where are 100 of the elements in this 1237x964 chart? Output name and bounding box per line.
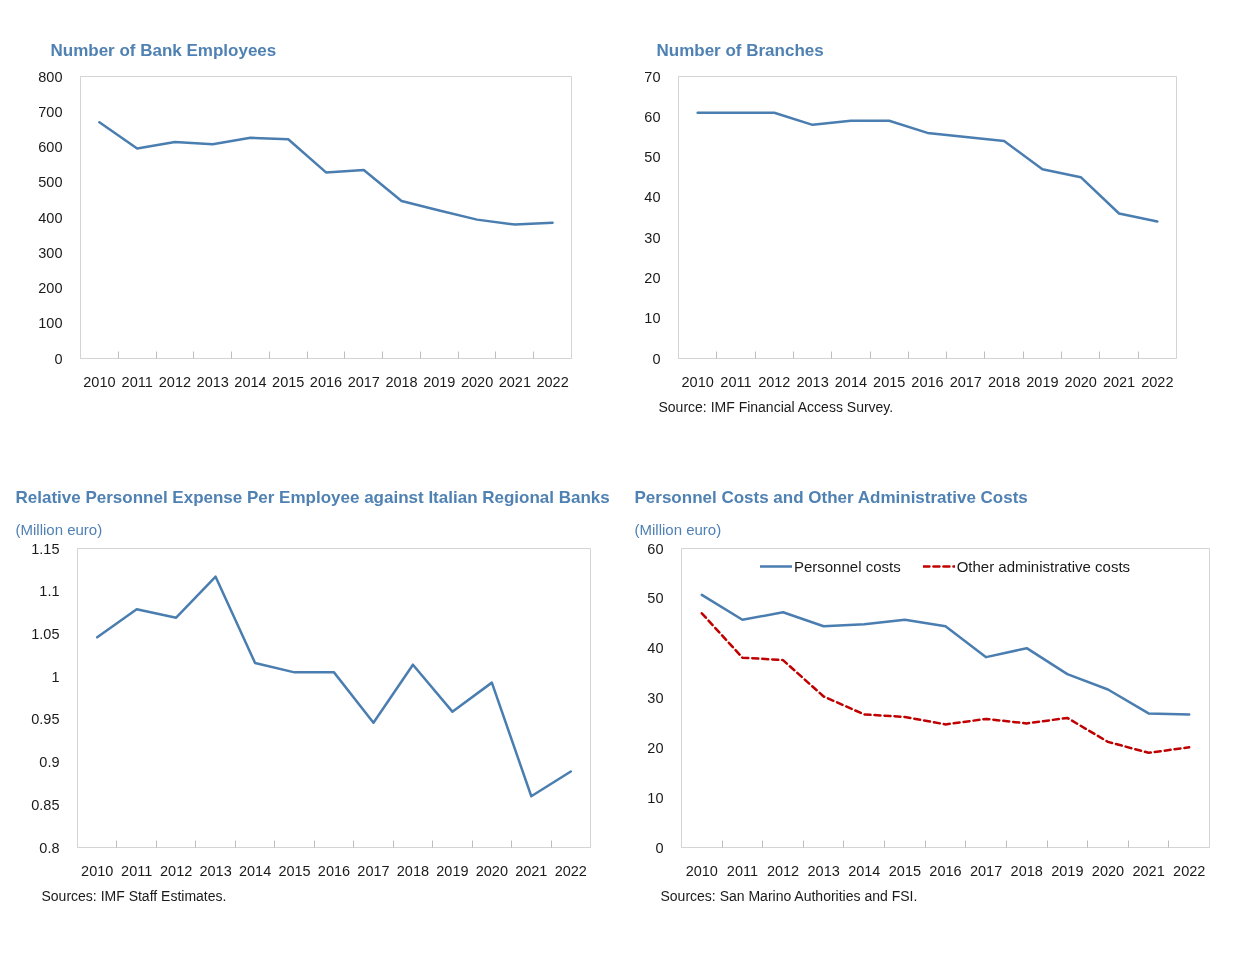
x-tick-label: 2021 [498, 373, 531, 390]
x-tick-label: 2012 [766, 862, 800, 879]
x-tick-label: 2021 [1102, 373, 1136, 390]
x-tick-label: 2019 [423, 373, 456, 390]
y-tick-label: 0 [652, 350, 661, 367]
x-tick-label: 2010 [685, 862, 718, 879]
y-tick-label: 0.95 [31, 711, 60, 728]
x-tick-label: 2010 [83, 373, 116, 390]
x-tick-label: 2013 [196, 373, 229, 390]
y-tick-label: 0 [655, 839, 664, 856]
legend-label: Other administrative costs [956, 557, 1131, 575]
x-tick-label: 2020 [1091, 862, 1125, 879]
line-series [98, 121, 554, 226]
line-series [696, 111, 1159, 223]
x-tick-label: 2012 [758, 373, 791, 390]
y-tick-label: 0.9 [39, 754, 60, 771]
x-tick-label: 2022 [1141, 373, 1174, 390]
x-tick-label: 2014 [834, 373, 868, 390]
x-tick-label: 2019 [1026, 373, 1059, 390]
chart-title: Number of Branches [656, 40, 824, 60]
x-tick-label: 2013 [807, 862, 840, 879]
y-tick-label: 70 [644, 68, 661, 85]
x-tick-label: 2012 [158, 373, 192, 390]
y-tick-label: 30 [644, 229, 661, 246]
y-tick-label: 1 [51, 668, 60, 685]
y-tick-label: 100 [38, 315, 63, 332]
chart-title: Relative Personnel Expense Per Employee against Italian Regional Banks [15, 487, 610, 507]
y-tick-label: 1.05 [31, 625, 60, 642]
x-tick-label: 2019 [1051, 862, 1084, 879]
x-tick-label: 2015 [873, 373, 906, 390]
x-tick-label: 2013 [199, 862, 232, 879]
x-tick-label: 2010 [681, 373, 714, 390]
y-tick-label: 700 [38, 103, 63, 120]
x-tick-label: 2022 [554, 862, 587, 879]
x-tick-label: 2019 [436, 862, 469, 879]
x-tick-label: 2022 [536, 373, 569, 390]
x-tick-label: 2021 [1132, 862, 1165, 879]
x-tick-label: 2016 [309, 373, 343, 390]
x-tick-label: 2017 [949, 373, 982, 390]
x-tick-label: 2013 [796, 373, 829, 390]
x-tick-label: 2011 [720, 373, 752, 390]
y-tick-label: 20 [647, 739, 664, 756]
y-tick-label: 0.85 [31, 796, 60, 813]
y-tick-label: 0.8 [39, 839, 60, 856]
x-tick-label: 2016 [317, 862, 351, 879]
x-tick-label: 2011 [121, 373, 153, 390]
y-tick-label: 300 [38, 244, 63, 261]
y-tick-label: 30 [647, 690, 664, 706]
x-tick-label: 2017 [347, 373, 380, 390]
x-tick-label: 2017 [357, 862, 390, 879]
x-tick-label: 2018 [987, 373, 1021, 390]
y-tick-label: 60 [647, 540, 664, 557]
x-tick-label: 2018 [396, 862, 430, 879]
x-tick-label: 2014 [848, 862, 881, 879]
x-tick-label: 2017 [969, 862, 1003, 879]
x-tick-label: 2020 [1064, 373, 1097, 390]
source-note: Source: IMF Financial Access Survey. [658, 398, 894, 415]
y-tick-label: 40 [647, 640, 664, 657]
y-tick-label: 40 [644, 189, 661, 206]
x-tick-label: 2020 [475, 862, 508, 879]
y-tick-label: 500 [38, 174, 63, 191]
chart-subtitle: (Million euro) [15, 520, 103, 538]
x-tick-label: 2014 [234, 373, 267, 390]
x-tick-label: 2014 [238, 862, 272, 879]
x-tick-label: 2012 [160, 862, 193, 879]
line-series [95, 575, 573, 798]
x-tick-label: 2010 [81, 862, 114, 879]
y-tick-label: 20 [644, 269, 661, 286]
y-tick-label: 10 [644, 310, 661, 327]
line-series [700, 593, 1191, 716]
y-tick-label: 50 [647, 590, 664, 607]
x-tick-label: 2018 [385, 373, 418, 390]
x-tick-label: 2016 [929, 862, 962, 879]
x-tick-label: 2015 [278, 862, 311, 879]
line-series [700, 612, 1191, 755]
x-tick-label: 2022 [1173, 862, 1206, 879]
x-tick-label: 2016 [911, 373, 944, 390]
chart-subtitle: (Million euro) [634, 520, 722, 538]
y-tick-label: 800 [38, 68, 63, 85]
y-tick-label: 60 [644, 108, 661, 125]
x-tick-label: 2020 [460, 373, 494, 390]
chart-title: Personnel Costs and Other Administrative Costs [634, 487, 1028, 507]
x-tick-label: 2011 [121, 862, 153, 879]
x-tick-label: 2015 [272, 373, 305, 390]
x-tick-label: 2018 [1010, 862, 1043, 879]
y-tick-label: 1.1 [39, 583, 60, 600]
y-tick-label: 600 [38, 139, 63, 155]
legend-label: Personnel costs [793, 557, 901, 575]
chart-title: Number of Bank Employees [50, 40, 277, 60]
y-tick-label: 50 [644, 149, 661, 166]
x-tick-label: 2015 [888, 862, 922, 879]
y-tick-label: 0 [54, 350, 63, 367]
y-tick-label: 400 [38, 209, 63, 226]
y-tick-label: 1.15 [31, 540, 60, 557]
source-note: Sources: IMF Staff Estimates. [41, 887, 227, 904]
x-tick-label: 2011 [726, 862, 759, 879]
x-tick-label: 2021 [515, 862, 548, 879]
y-tick-label: 200 [38, 280, 63, 296]
source-note: Sources: San Marino Authorities and FSI. [660, 887, 918, 904]
y-tick-label: 10 [647, 789, 664, 806]
